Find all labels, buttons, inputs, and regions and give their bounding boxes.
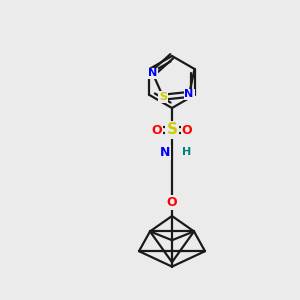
Text: H: H <box>182 147 191 157</box>
Text: S: S <box>167 122 178 137</box>
Text: O: O <box>167 196 177 208</box>
Text: S: S <box>159 92 167 102</box>
Text: N: N <box>184 89 194 99</box>
Text: O: O <box>182 124 192 136</box>
Text: N: N <box>148 68 157 78</box>
Text: O: O <box>152 124 162 136</box>
Text: N: N <box>160 146 170 158</box>
